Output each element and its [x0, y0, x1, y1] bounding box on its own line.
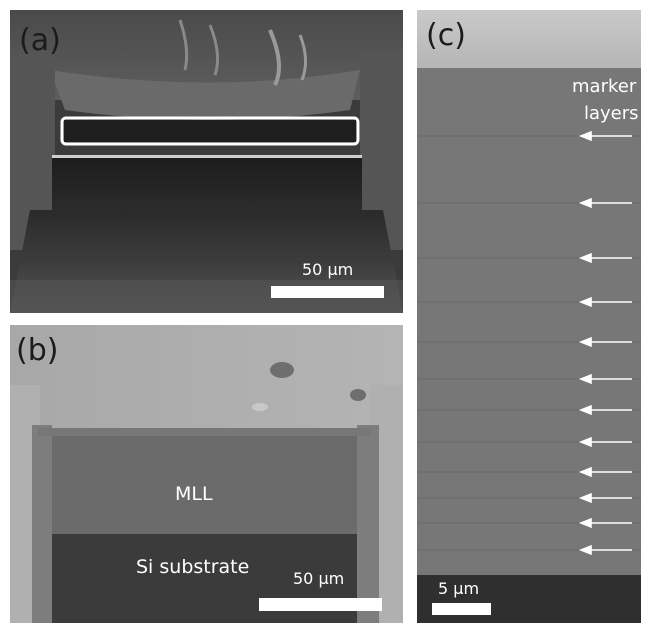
panel-b-scale-bar [259, 598, 382, 611]
panel-b-image [10, 325, 403, 623]
panel-b-label: (b) [16, 333, 59, 368]
marker-arrow [578, 492, 632, 504]
panel-c-image [417, 10, 641, 623]
panel-b-scale-label: 50 μm [293, 569, 345, 588]
marker-arrow [578, 336, 632, 348]
panel-c-scale-label: 5 μm [438, 579, 480, 598]
panel-a-label: (a) [19, 23, 61, 58]
marker-arrow [578, 296, 632, 308]
marker-arrow [578, 373, 632, 385]
marker-arrow [578, 436, 632, 448]
panel-a: (a) 50 μm [10, 10, 403, 313]
marker-arrow [578, 544, 632, 556]
marker-arrow [578, 130, 632, 142]
panel-b: (b) MLL Si substrate 50 μm [10, 325, 403, 623]
marker-arrow [578, 197, 632, 209]
marker-arrows [578, 130, 632, 556]
mll-label: MLL [175, 483, 213, 505]
panel-c-label: (c) [426, 18, 466, 53]
panel-c: (c) marker layers 5 μm [417, 10, 641, 623]
marker-arrow [578, 466, 632, 478]
marker-arrow [578, 404, 632, 416]
panel-a-scale-label: 50 μm [302, 260, 354, 279]
marker-arrow [578, 252, 632, 264]
marker-arrow [578, 517, 632, 529]
marker-annotation-line2: layers [584, 103, 639, 124]
panel-a-image [10, 10, 403, 313]
panel-a-scale-bar [271, 286, 384, 298]
marker-annotation-line1: marker [572, 76, 637, 97]
panel-c-scale-bar [432, 603, 491, 615]
si-substrate-label: Si substrate [136, 556, 250, 578]
